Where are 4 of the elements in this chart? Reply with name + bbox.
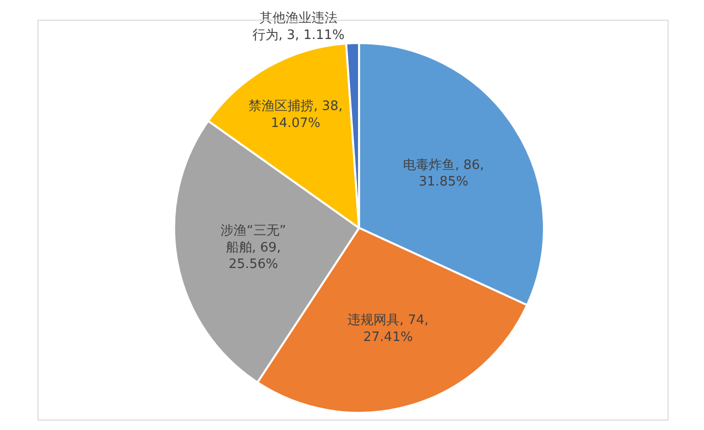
slice-label: 涉渔“三无”船舶, 69, 25.56%: [220, 223, 286, 272]
slice-label: 禁渔区捕捞, 38, 14.07%: [248, 99, 343, 131]
slice-label: 电毒炸鱼, 86, 31.85%: [403, 158, 484, 190]
slice-label: 违规网具, 74, 27.41%: [348, 313, 428, 345]
